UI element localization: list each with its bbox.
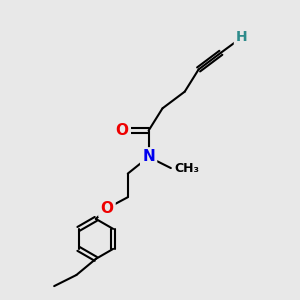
Text: CH₃: CH₃ [174,162,199,175]
Text: N: N [142,149,155,164]
Text: O: O [116,123,129,138]
Text: O: O [100,201,113,216]
Text: H: H [236,31,248,44]
